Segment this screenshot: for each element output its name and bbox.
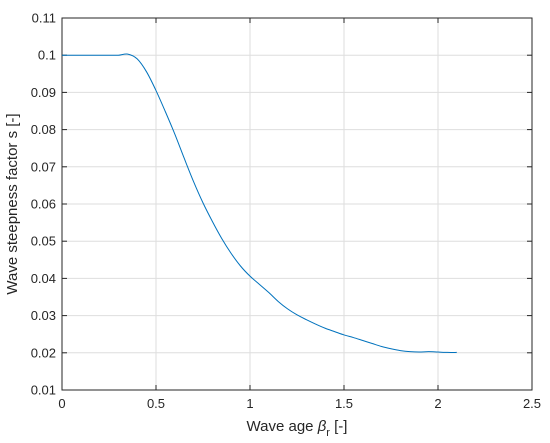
y-tick-label: 0.09 xyxy=(31,85,56,100)
series xyxy=(61,53,457,353)
y-tick-label: 0.07 xyxy=(31,159,56,174)
y-tick-label: 0.01 xyxy=(31,383,56,398)
data-point xyxy=(278,301,279,302)
data-point xyxy=(127,53,128,54)
data-point xyxy=(80,55,81,56)
data-point xyxy=(118,55,119,56)
x-tick-label: 2.5 xyxy=(523,396,541,411)
y-axis-label: Wave steepness factor s [-] xyxy=(4,113,21,294)
data-point xyxy=(456,352,457,353)
data-point xyxy=(315,324,316,325)
data-point xyxy=(193,181,194,182)
data-point xyxy=(99,55,100,56)
data-point xyxy=(268,292,269,293)
data-point xyxy=(259,284,260,285)
data-point xyxy=(146,71,147,72)
x-axis-label: Wave age βr [-] xyxy=(247,418,348,439)
data-point xyxy=(155,90,156,91)
data-point xyxy=(353,337,354,338)
x-tick-label: 0.5 xyxy=(147,396,165,411)
data-point xyxy=(71,55,72,56)
data-point xyxy=(447,352,448,353)
data-point xyxy=(428,351,429,352)
data-point xyxy=(287,308,288,309)
data-point xyxy=(381,346,382,347)
data-point xyxy=(212,221,213,222)
data-point xyxy=(61,55,62,56)
data-point xyxy=(400,350,401,351)
data-point xyxy=(437,351,438,352)
data-point xyxy=(221,238,222,239)
data-point xyxy=(174,133,175,134)
data-point xyxy=(249,276,250,277)
y-tick-label: 0.11 xyxy=(32,11,56,26)
data-point xyxy=(334,331,335,332)
data-point xyxy=(390,348,391,349)
data-point xyxy=(325,328,326,329)
data-point xyxy=(419,351,420,352)
y-tick-label: 0.08 xyxy=(31,122,56,137)
x-tick-label: 1 xyxy=(246,396,253,411)
x-tick-label: 1.5 xyxy=(335,396,353,411)
data-point xyxy=(409,351,410,352)
y-tick-label: 0.05 xyxy=(31,234,56,249)
data-point xyxy=(137,58,138,59)
series-line xyxy=(62,53,457,353)
data-point xyxy=(343,334,344,335)
data-point xyxy=(108,55,109,56)
y-tick-label: 0.03 xyxy=(31,308,56,323)
data-point xyxy=(184,158,185,159)
x-tick-label: 2 xyxy=(434,396,441,411)
data-point xyxy=(202,202,203,203)
data-point xyxy=(296,314,297,315)
y-tick-label: 0.02 xyxy=(31,345,56,360)
data-point xyxy=(231,253,232,254)
y-tick-label: 0.04 xyxy=(31,271,56,286)
y-tick-label: 0.1 xyxy=(38,48,56,63)
data-point xyxy=(362,340,363,341)
data-point xyxy=(372,343,373,344)
y-tick-label: 0.06 xyxy=(31,197,56,212)
axis-ticks: 0 0.5 1 1.5 2 2.5 0.01 0.02 0.03 0.04 0.05 0.06 0.07… xyxy=(31,11,541,412)
data-point xyxy=(306,319,307,320)
data-point xyxy=(240,266,241,267)
data-point xyxy=(165,111,166,112)
data-point xyxy=(90,55,91,56)
x-tick-label: 0 xyxy=(58,396,65,411)
